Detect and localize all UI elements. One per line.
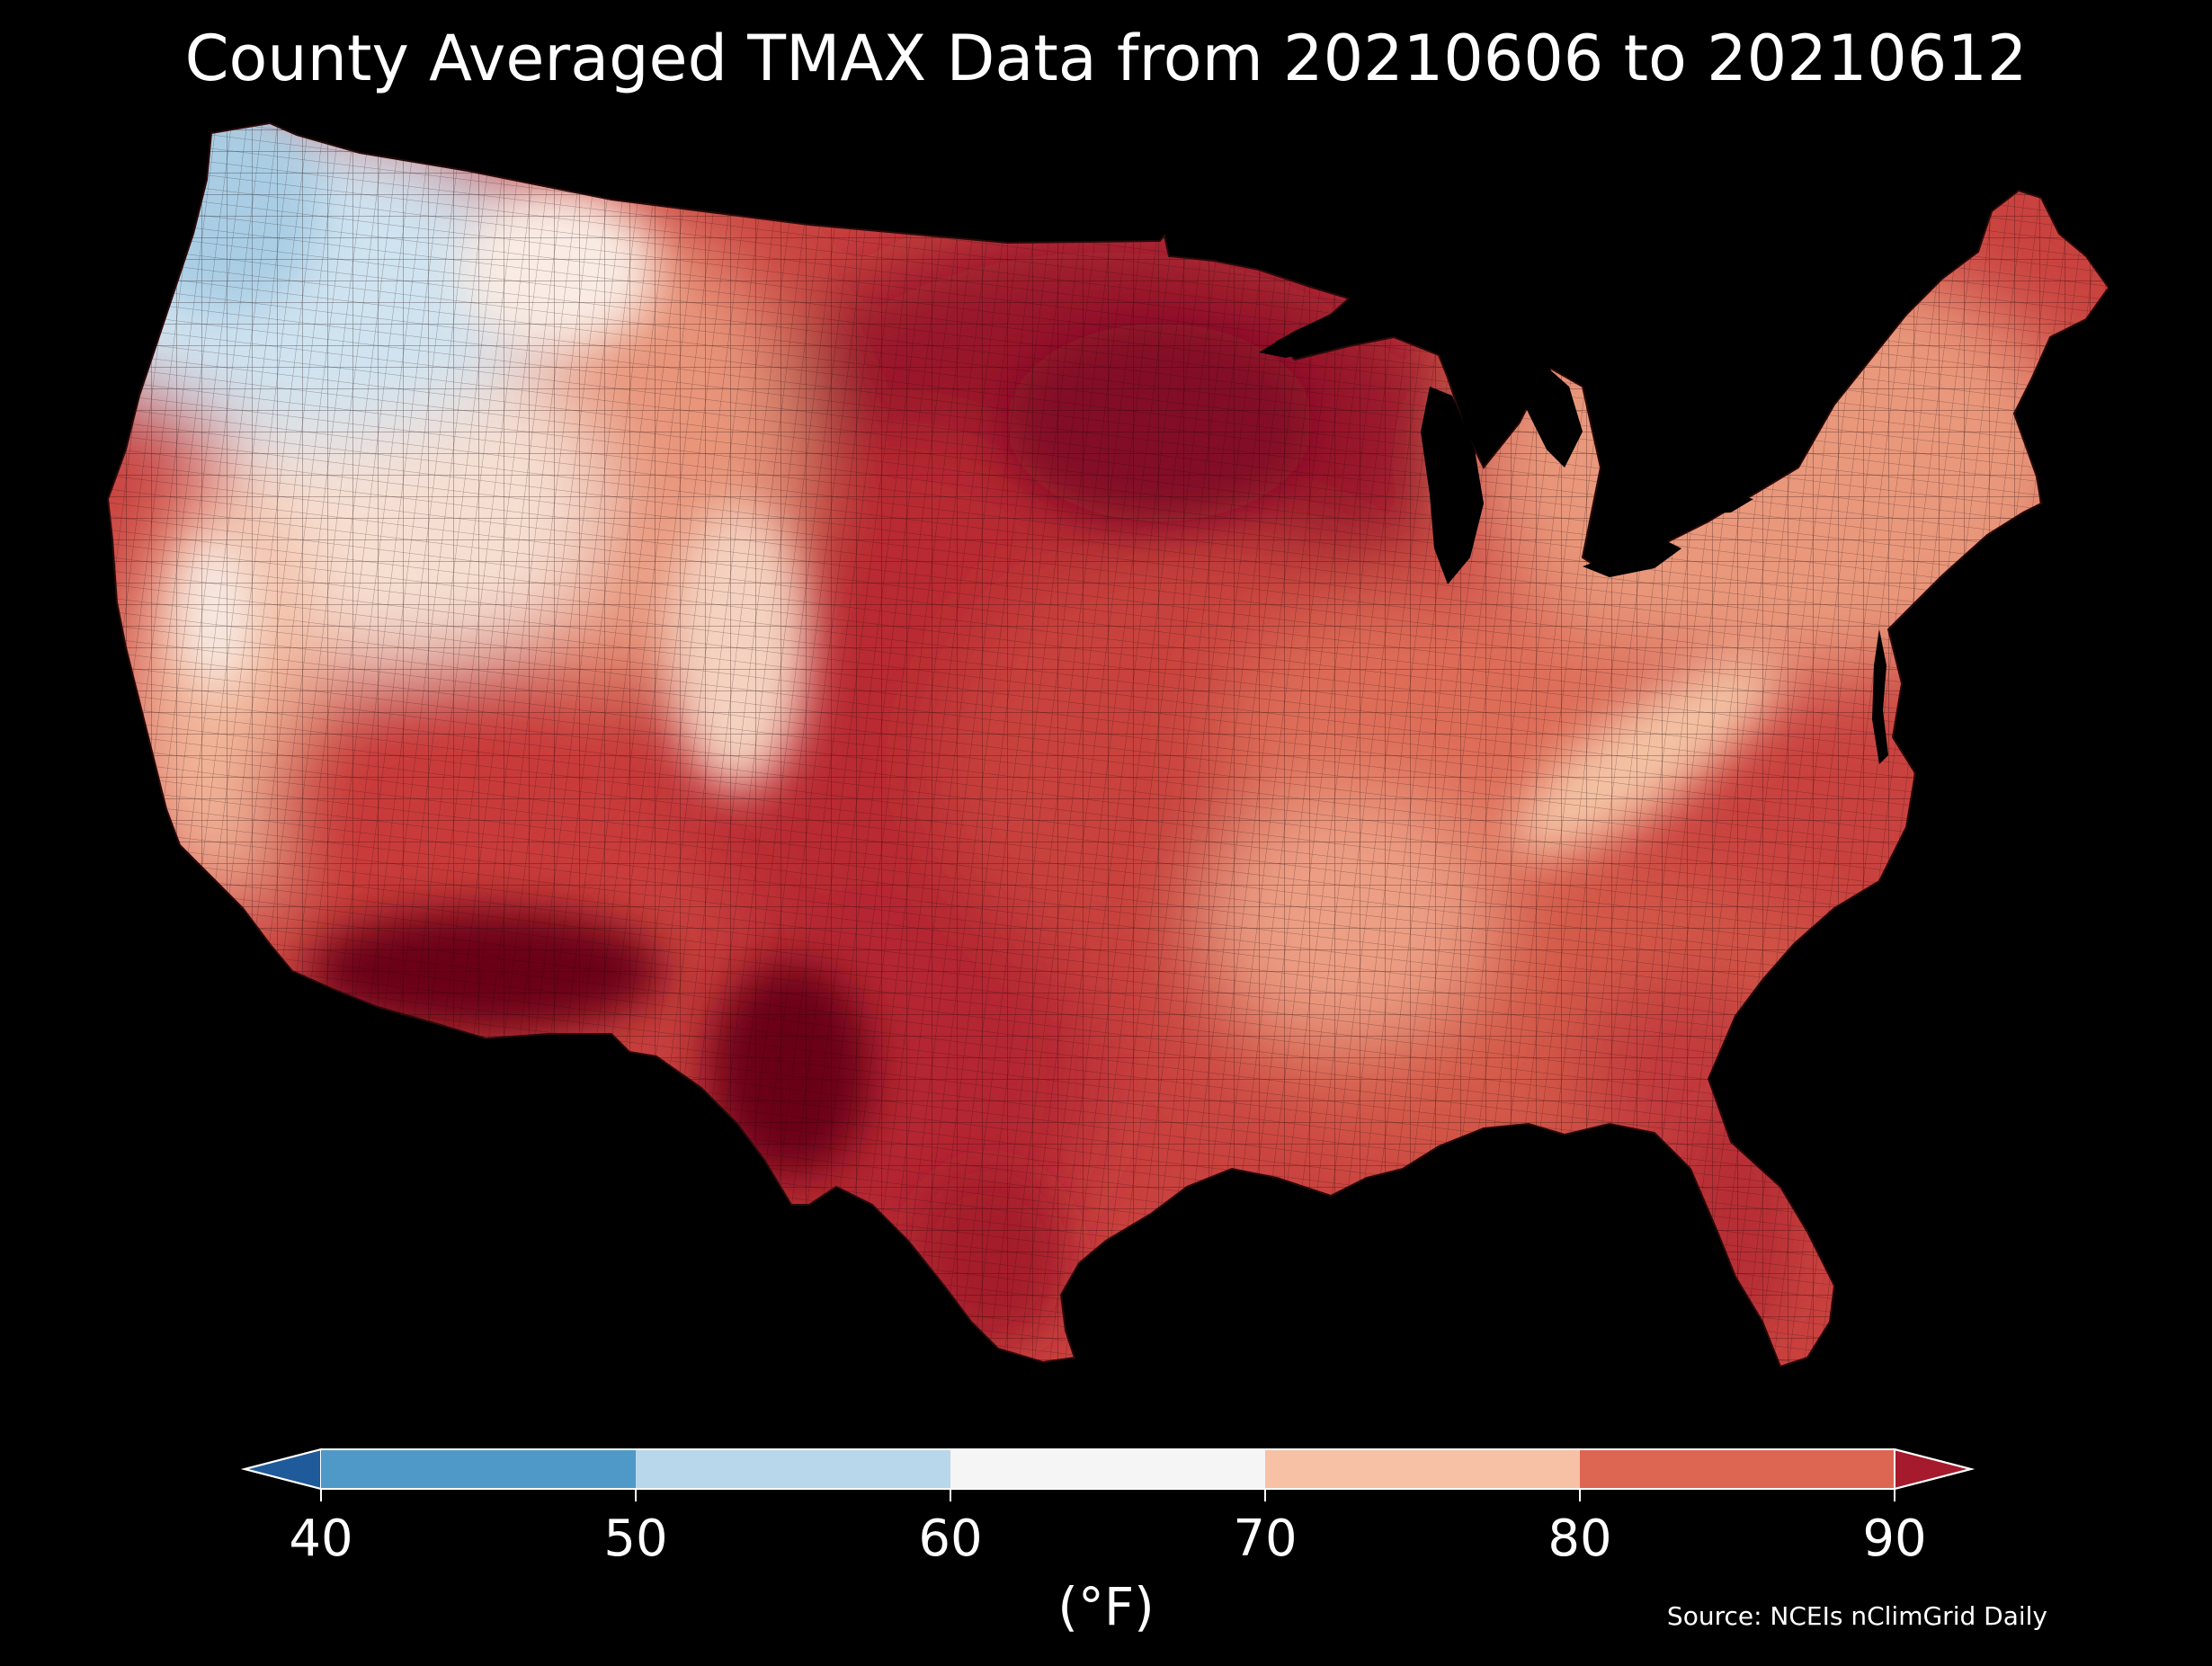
colorbar-tick-label-40: 40 bbox=[289, 1510, 353, 1568]
colorbar-bin bbox=[1265, 1449, 1580, 1489]
colorbar-tick-label-90: 90 bbox=[1862, 1510, 1927, 1568]
colorbar-tick-label-80: 80 bbox=[1548, 1510, 1612, 1568]
lake-ontario bbox=[1690, 493, 1753, 514]
lake-superior bbox=[1259, 297, 1403, 358]
colorbar-units-label: (°F) bbox=[1057, 1576, 1155, 1637]
lake-michigan bbox=[1421, 387, 1484, 584]
colorbar-over-arrow bbox=[1894, 1448, 1975, 1491]
great-lakes bbox=[1259, 297, 1753, 584]
colorbar-bin bbox=[636, 1449, 950, 1489]
colorbar-tick-label-60: 60 bbox=[918, 1510, 983, 1568]
colorbar-tick-label-50: 50 bbox=[603, 1510, 668, 1568]
colorbar bbox=[241, 1448, 1975, 1501]
map-title: County Averaged TMAX Data from 20210606 … bbox=[184, 22, 2028, 95]
chesapeake-bay bbox=[1872, 629, 1888, 764]
colorbar-under-arrow bbox=[241, 1448, 322, 1491]
source-credit: Source: NCEIs nClimGrid Daily bbox=[1666, 1601, 2047, 1631]
colorbar-bin bbox=[1580, 1449, 1895, 1489]
colorbar-bin bbox=[950, 1449, 1265, 1489]
colorbar-bin bbox=[321, 1449, 636, 1489]
colorbar-tick-label-70: 70 bbox=[1233, 1510, 1298, 1568]
lake-huron bbox=[1511, 367, 1583, 468]
lake-erie bbox=[1583, 539, 1681, 577]
